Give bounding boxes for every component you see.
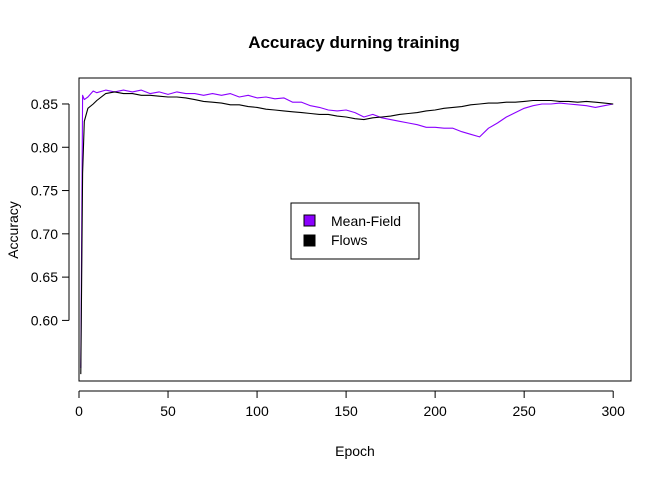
y-tick-label: 0.80 [31, 139, 58, 155]
y-tick-label: 0.60 [31, 312, 58, 328]
x-tick-label: 0 [75, 403, 83, 419]
legend-label-mean-field: Mean-Field [331, 213, 401, 229]
chart-title: Accuracy durning training [248, 33, 460, 52]
y-tick-label: 0.85 [31, 96, 58, 112]
x-tick-label: 150 [334, 403, 358, 419]
y-axis: 0.60 0.65 0.70 0.75 0.80 0.85 [31, 96, 70, 328]
series-line-flows [80, 91, 614, 375]
legend-box [290, 202, 420, 260]
y-tick-label: 0.75 [31, 183, 58, 199]
x-tick-label: 100 [245, 403, 269, 419]
x-tick-label: 250 [512, 403, 536, 419]
x-axis: 0 50 100 150 200 250 300 [75, 390, 626, 419]
x-axis-label: Epoch [335, 443, 375, 459]
x-tick-label: 200 [423, 403, 447, 419]
x-tick-label: 300 [602, 403, 626, 419]
legend-swatch-mean-field [303, 214, 316, 227]
legend: Mean-Field Flows [290, 202, 420, 260]
y-tick-label: 0.65 [31, 269, 58, 285]
y-axis-label: Accuracy [5, 201, 21, 259]
plot-frame [78, 77, 632, 382]
y-tick-label: 0.70 [31, 226, 58, 242]
series-layer [80, 89, 614, 375]
x-tick-label: 50 [160, 403, 176, 419]
series-line-mean-field [80, 89, 614, 369]
legend-swatch-flows [303, 234, 316, 247]
legend-label-flows: Flows [331, 232, 368, 248]
